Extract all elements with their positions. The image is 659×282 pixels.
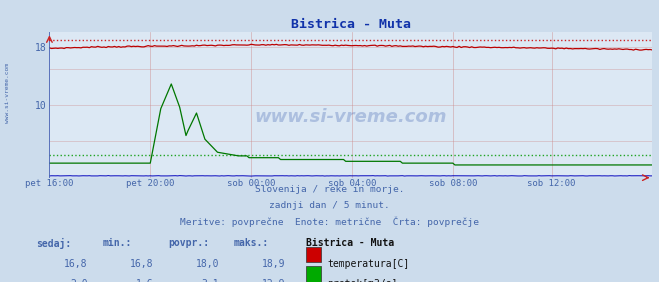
Text: povpr.:: povpr.: bbox=[168, 238, 209, 248]
Text: 1,6: 1,6 bbox=[136, 279, 154, 282]
Text: 18,9: 18,9 bbox=[262, 259, 285, 269]
Text: 2,0: 2,0 bbox=[70, 279, 88, 282]
Text: 3,1: 3,1 bbox=[202, 279, 219, 282]
Text: temperatura[C]: temperatura[C] bbox=[328, 259, 410, 269]
Text: www.si-vreme.com: www.si-vreme.com bbox=[5, 63, 11, 123]
Text: zadnji dan / 5 minut.: zadnji dan / 5 minut. bbox=[269, 201, 390, 210]
Text: 16,8: 16,8 bbox=[130, 259, 154, 269]
Text: Bistrica - Muta: Bistrica - Muta bbox=[306, 238, 395, 248]
Text: pretok[m3/s]: pretok[m3/s] bbox=[328, 279, 398, 282]
Text: 18,0: 18,0 bbox=[196, 259, 219, 269]
Text: www.si-vreme.com: www.si-vreme.com bbox=[254, 108, 447, 126]
Title: Bistrica - Muta: Bistrica - Muta bbox=[291, 18, 411, 31]
Text: min.:: min.: bbox=[102, 238, 132, 248]
Text: Meritve: povprečne  Enote: metrične  Črta: povprečje: Meritve: povprečne Enote: metrične Črta:… bbox=[180, 217, 479, 227]
Text: sedaj:: sedaj: bbox=[36, 238, 71, 249]
Text: 16,8: 16,8 bbox=[64, 259, 88, 269]
Text: Slovenija / reke in morje.: Slovenija / reke in morje. bbox=[255, 185, 404, 194]
Text: 12,9: 12,9 bbox=[262, 279, 285, 282]
Text: maks.:: maks.: bbox=[234, 238, 269, 248]
